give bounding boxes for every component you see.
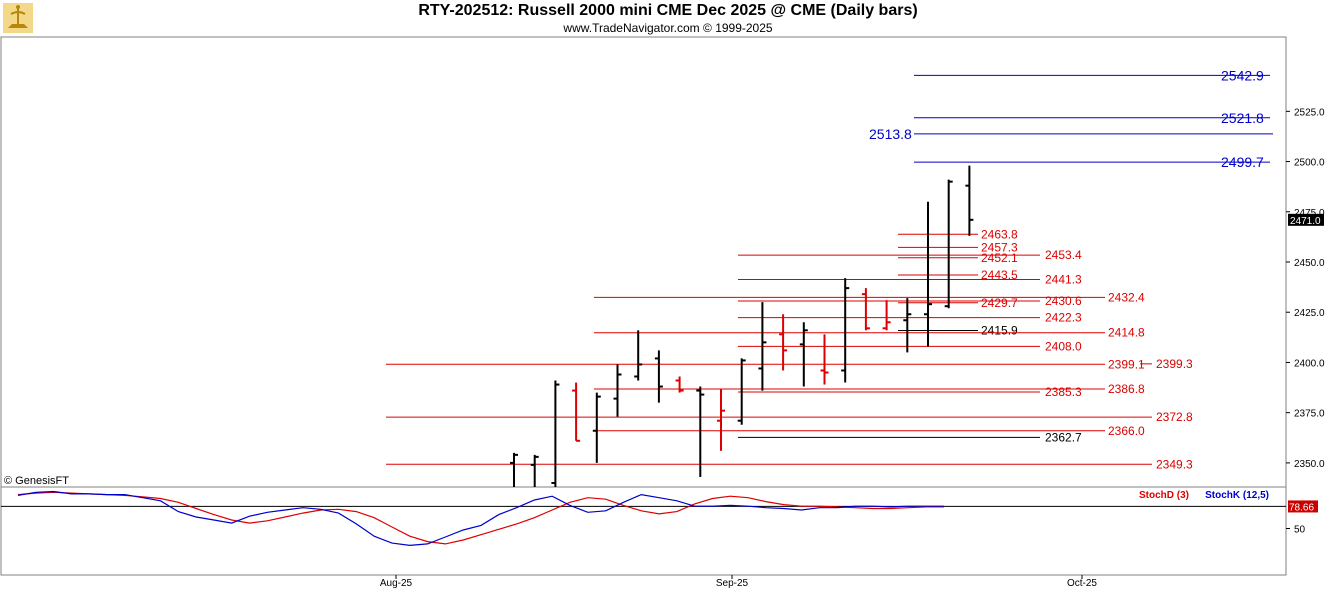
level-label: 2432.4 bbox=[1108, 290, 1145, 304]
y-tick-label: 2475.0 bbox=[1294, 208, 1325, 219]
stochk-legend-label: StochK (12,5) bbox=[1205, 490, 1269, 501]
stochk-line bbox=[17, 490, 944, 547]
ohlc-bar bbox=[841, 278, 850, 383]
level-label: 2443.5 bbox=[981, 268, 1018, 282]
ohlc-bar bbox=[737, 358, 746, 425]
level-label: 2453.4 bbox=[1045, 248, 1082, 262]
level-label: 2542.9 bbox=[1221, 67, 1264, 83]
stochd-line bbox=[17, 491, 944, 545]
ohlc-bar bbox=[530, 454, 539, 487]
ohlc-bar bbox=[820, 334, 829, 385]
ohlc-bar bbox=[903, 298, 912, 353]
level-label: 2452.1 bbox=[981, 251, 1018, 265]
stoch-panel-frame bbox=[0, 486, 1287, 576]
level-label: 2430.6 bbox=[1045, 294, 1082, 308]
ohlc-bar bbox=[654, 350, 663, 403]
price-panel-frame bbox=[0, 36, 1287, 488]
level-label: 2386.8 bbox=[1108, 382, 1145, 396]
level-label: 2349.3 bbox=[1156, 457, 1193, 471]
ohlc-bar bbox=[613, 364, 622, 417]
ohlc-bar bbox=[634, 330, 643, 381]
y-tick-label: 2400.0 bbox=[1294, 358, 1325, 369]
watermark-text: © GenesisFT bbox=[4, 475, 69, 487]
ohlc-bar bbox=[779, 314, 788, 371]
level-label: 2429.7 bbox=[981, 296, 1018, 310]
level-label: 2513.8 bbox=[869, 126, 912, 142]
level-label: 2441.3 bbox=[1045, 272, 1082, 286]
ohlc-bar bbox=[882, 300, 891, 331]
level-label: 2415.9 bbox=[981, 324, 1018, 338]
level-label: 2385.3 bbox=[1045, 385, 1082, 399]
ohlc-bar bbox=[924, 201, 932, 347]
y-tick-label: 2350.0 bbox=[1294, 459, 1325, 470]
stoch-last-value-label: 78.66 bbox=[1289, 502, 1314, 513]
level-label: 2463.8 bbox=[981, 227, 1018, 241]
last-price-label: 2471.0 bbox=[1290, 216, 1321, 227]
level-label: 2362.7 bbox=[1045, 430, 1082, 444]
stochd-legend-label: StochD (3) bbox=[1139, 490, 1189, 501]
level-label: 2366.0 bbox=[1108, 424, 1145, 438]
y-tick-label: 2525.0 bbox=[1294, 107, 1325, 118]
ohlc-bar bbox=[696, 386, 705, 477]
trade-navigator-logo-icon bbox=[3, 3, 33, 33]
stoch-y-tick-label: 50 bbox=[1294, 525, 1306, 536]
level-label: 2457.3 bbox=[981, 240, 1018, 254]
x-tick-label: Aug-25 bbox=[380, 578, 413, 589]
y-tick-label: 2375.0 bbox=[1294, 409, 1325, 420]
level-label: 2372.8 bbox=[1156, 410, 1193, 424]
ohlc-bar bbox=[551, 380, 560, 487]
ohlc-bar bbox=[717, 388, 725, 451]
level-label: 2408.0 bbox=[1045, 339, 1082, 353]
stoch-last-value-badge bbox=[1288, 500, 1318, 513]
chart-subtitle: www.TradeNavigator.com © 1999-2025 bbox=[563, 21, 773, 35]
level-label: 2521.8 bbox=[1221, 110, 1264, 126]
level-label: 2399.3 bbox=[1156, 357, 1193, 371]
level-label: 2422.3 bbox=[1045, 311, 1082, 325]
level-label: 2399.1 bbox=[1108, 357, 1145, 371]
ohlc-bar bbox=[510, 452, 518, 487]
ohlc-bar bbox=[944, 179, 953, 309]
x-tick-label: Sep-25 bbox=[716, 578, 749, 589]
x-tick-label: Oct-25 bbox=[1067, 578, 1097, 589]
level-label: 2499.7 bbox=[1221, 154, 1264, 170]
ohlc-bar bbox=[572, 382, 581, 442]
ohlc-bar bbox=[965, 165, 974, 236]
ohlc-bar bbox=[758, 302, 767, 391]
ohlc-bar bbox=[592, 392, 601, 463]
ohlc-bar bbox=[861, 288, 870, 331]
level-label: 2414.8 bbox=[1108, 326, 1145, 340]
last-price-badge bbox=[1288, 213, 1324, 226]
chart-title: RTY-202512: Russell 2000 mini CME Dec 20… bbox=[418, 2, 918, 19]
ohlc-bar bbox=[799, 322, 808, 387]
y-tick-label: 2450.0 bbox=[1294, 258, 1325, 269]
ohlc-bar bbox=[675, 376, 684, 393]
y-tick-label: 2425.0 bbox=[1294, 308, 1325, 319]
y-tick-label: 2500.0 bbox=[1294, 158, 1325, 169]
